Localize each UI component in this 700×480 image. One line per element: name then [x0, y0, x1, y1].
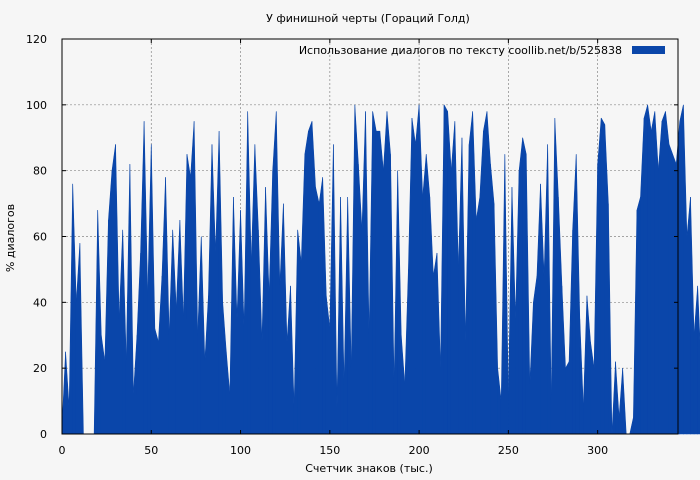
data-segment-90 [383, 111, 388, 435]
x-tick-label-1: 50 [144, 444, 158, 457]
data-segment-114 [468, 111, 473, 435]
y-tick-label-3: 60 [33, 231, 47, 244]
x-tick-label-4: 200 [409, 444, 430, 457]
data-segment-132 [533, 275, 538, 435]
data-segment-178 [697, 285, 700, 435]
data-segment-89 [379, 131, 384, 435]
data-segment-167 [658, 121, 663, 435]
data-segment-118 [483, 111, 488, 435]
y-tick-label-0: 0 [40, 428, 47, 441]
data-segment-91 [386, 111, 391, 435]
data-segment-104 [433, 252, 438, 435]
data-segment-13 [108, 170, 113, 435]
y-tick-label-1: 20 [33, 362, 47, 375]
data-segment-164 [647, 104, 652, 435]
data-segment-82 [354, 104, 359, 435]
x-tick-label-5: 250 [498, 444, 519, 457]
data-segment-71 [315, 187, 320, 435]
data-segment-69 [308, 121, 313, 435]
data-segment-175 [686, 196, 691, 435]
x-axis-label: Счетчик знаков (тыс.) [305, 462, 433, 475]
data-segment-119 [486, 111, 491, 435]
data-segment-14 [111, 144, 116, 435]
data-segment-168 [661, 111, 666, 435]
y-tick-label-6: 120 [26, 33, 47, 46]
data-segment-72 [318, 177, 323, 435]
y-tick-label-4: 80 [33, 165, 47, 178]
data-segment-26 [154, 328, 159, 435]
data-segment-141 [565, 361, 570, 435]
data-segment-170 [668, 144, 673, 435]
x-tick-label-3: 150 [319, 444, 340, 457]
x-tick-label-2: 100 [230, 444, 251, 457]
y-tick-label-2: 40 [33, 296, 47, 309]
data-segment-107 [443, 104, 448, 435]
chart-title: У финишной черты (Гораций Голд) [266, 12, 470, 25]
data-segment-173 [679, 104, 684, 435]
data-segment-165 [650, 111, 656, 435]
data-segment-98 [411, 117, 416, 435]
data-segment-109 [450, 121, 456, 435]
y-tick-label-5: 100 [26, 99, 47, 112]
data-segment-129 [522, 137, 527, 435]
data-segment-169 [665, 111, 670, 435]
data-segment-171 [672, 154, 677, 435]
data-segment-66 [297, 229, 302, 435]
data-segment-108 [447, 111, 452, 435]
data-segment-87 [372, 111, 377, 435]
legend-label: Использование диалогов по тексту coollib… [299, 44, 622, 57]
legend-swatch [632, 46, 665, 54]
data-segment-36 [190, 121, 195, 435]
data-segment-99 [415, 104, 420, 435]
data-segment-68 [304, 131, 309, 435]
data-segment-116 [475, 196, 481, 435]
data-segment-163 [643, 104, 648, 435]
data-segment-151 [600, 117, 606, 435]
legend: Использование диалогов по тексту coollib… [299, 44, 665, 57]
data-segment-120 [490, 164, 495, 435]
x-tick-label-0: 0 [59, 444, 66, 457]
axis-ticks: 0 50 100 150 200 250 300 0 20 40 60 80 100 120 [26, 33, 678, 457]
data-segment-150 [597, 117, 602, 435]
x-tick-label-6: 300 [587, 444, 608, 457]
data-segment-88 [375, 130, 381, 435]
data-segment-161 [636, 196, 641, 435]
y-axis-label: % диалогов [4, 204, 17, 272]
data-segment-59 [272, 111, 277, 435]
data-segment-166 [654, 111, 659, 435]
data-segment-102 [425, 154, 431, 435]
data-segment-101 [422, 154, 427, 435]
data-segment-128 [518, 137, 523, 435]
data-segment-35 [186, 154, 191, 435]
data-series [61, 104, 700, 435]
